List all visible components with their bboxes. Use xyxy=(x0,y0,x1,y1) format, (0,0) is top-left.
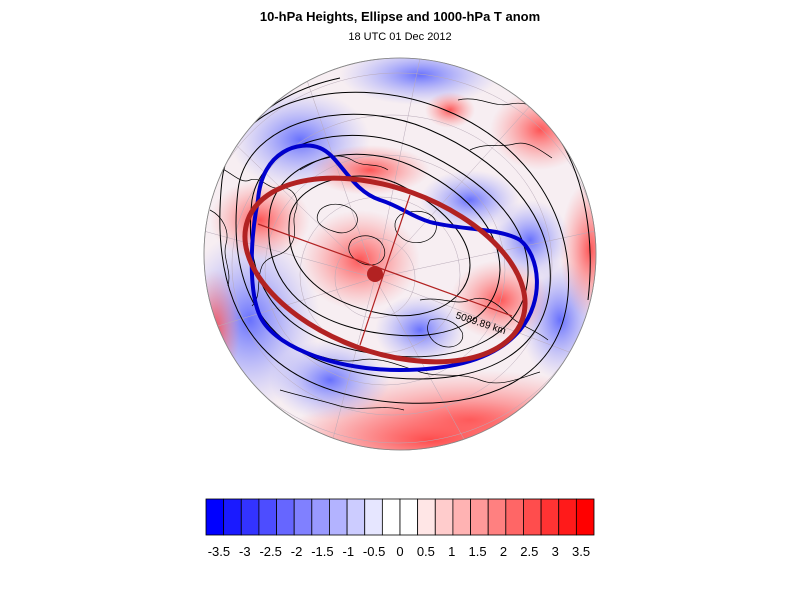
colorbar-tick-label: -2 xyxy=(291,544,303,559)
colorbar-tick-label: 0 xyxy=(396,544,403,559)
anomaly-blob xyxy=(210,180,310,260)
ellipse-minor-axis xyxy=(359,194,411,346)
colorbar-swatch xyxy=(540,498,560,536)
colorbar-tick-label: 1.5 xyxy=(469,544,487,559)
colorbar-tick-label: -1 xyxy=(342,544,354,559)
colorbar-swatch xyxy=(505,498,524,536)
colorbar-tick-label: 0.5 xyxy=(417,544,435,559)
colorbar-swatch xyxy=(223,498,242,536)
colorbar-swatch xyxy=(329,498,348,536)
highlighted-height-contour xyxy=(249,143,539,373)
anomaly-blob xyxy=(310,145,430,195)
colorbar-swatch xyxy=(293,498,313,536)
colorbar-swatch xyxy=(399,498,419,536)
colorbar-swatch xyxy=(381,498,401,536)
anomaly-blob xyxy=(375,295,465,365)
colorbar-swatch xyxy=(523,498,542,536)
graticule xyxy=(204,58,596,450)
colorbar-swatch xyxy=(276,498,295,536)
colorbar-tick-label: -1.5 xyxy=(311,544,333,559)
colorbar-tick-label: 2.5 xyxy=(520,544,538,559)
colorbar-tick-label: 2 xyxy=(500,544,507,559)
colorbar-swatch xyxy=(346,498,366,536)
colorbar-swatch xyxy=(205,498,225,536)
colorbar-swatch xyxy=(452,498,471,536)
colorbar-tick-label: -3.5 xyxy=(208,544,230,559)
map-title: 10-hPa Heights, Ellipse and 1000-hPa T a… xyxy=(259,9,541,24)
colorbar-swatch xyxy=(311,498,330,536)
colorbar-swatch xyxy=(364,498,383,536)
colorbar-tick-label: -0.5 xyxy=(363,544,385,559)
colorbar-swatch xyxy=(558,498,577,536)
globe-outline xyxy=(203,57,597,451)
colorbar-swatch xyxy=(240,498,260,536)
colorbar-swatch xyxy=(417,498,436,536)
colorbar-swatch xyxy=(575,498,595,536)
colorbar-tick-label: -2.5 xyxy=(259,544,281,559)
colorbar-tick-label: 3.5 xyxy=(572,544,590,559)
colorbar-tick-label: 1 xyxy=(448,544,455,559)
colorbar-swatch xyxy=(487,498,507,536)
anomaly-blob xyxy=(425,92,475,128)
colorbar-swatch xyxy=(470,498,489,536)
ellipse-center-dot xyxy=(367,266,383,282)
colorbar-tick-label: -3 xyxy=(239,544,251,559)
colorbar-swatch xyxy=(258,498,277,536)
colorbar-tick-label: 3 xyxy=(552,544,559,559)
colorbar-swatch xyxy=(434,498,454,536)
map-subtitle: 18 UTC 01 Dec 2012 xyxy=(348,31,452,43)
fitted-ellipse xyxy=(242,175,528,365)
